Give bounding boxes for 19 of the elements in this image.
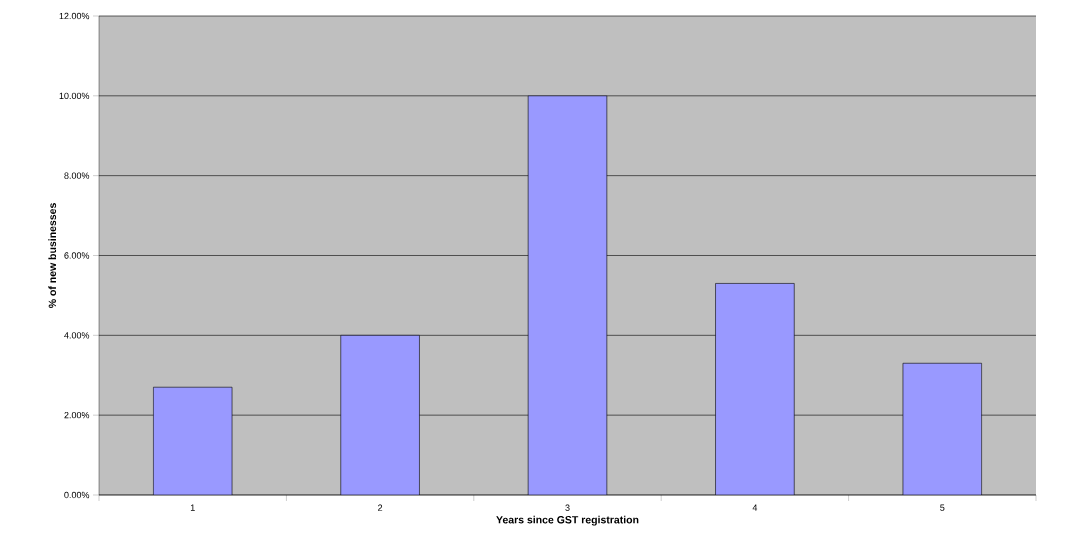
x-tick-label: 1 bbox=[190, 504, 195, 511]
x-tick-label: 2 bbox=[378, 504, 383, 511]
bar bbox=[715, 283, 795, 495]
y-tick-label: 10.00% bbox=[59, 92, 90, 100]
y-tick-label: 8.00% bbox=[64, 172, 90, 179]
y-tick-label: 2.00% bbox=[64, 411, 90, 419]
bar bbox=[153, 386, 233, 495]
x-tick-label: 3 bbox=[565, 504, 570, 511]
bar bbox=[527, 95, 608, 495]
bar bbox=[902, 362, 982, 495]
y-tick-label: 0.00% bbox=[64, 491, 90, 499]
x-tick-label: 4 bbox=[752, 504, 758, 511]
bar bbox=[340, 335, 420, 495]
y-tick-label: 6.00% bbox=[64, 252, 90, 259]
x-tick-label: 5 bbox=[940, 504, 945, 511]
x-axis-title: Years since GST registration bbox=[496, 515, 639, 526]
y-axis-title: % of new businesses bbox=[48, 203, 57, 309]
y-tick-label: 4.00% bbox=[64, 332, 90, 339]
y-tick-label: 12.00% bbox=[59, 12, 90, 20]
